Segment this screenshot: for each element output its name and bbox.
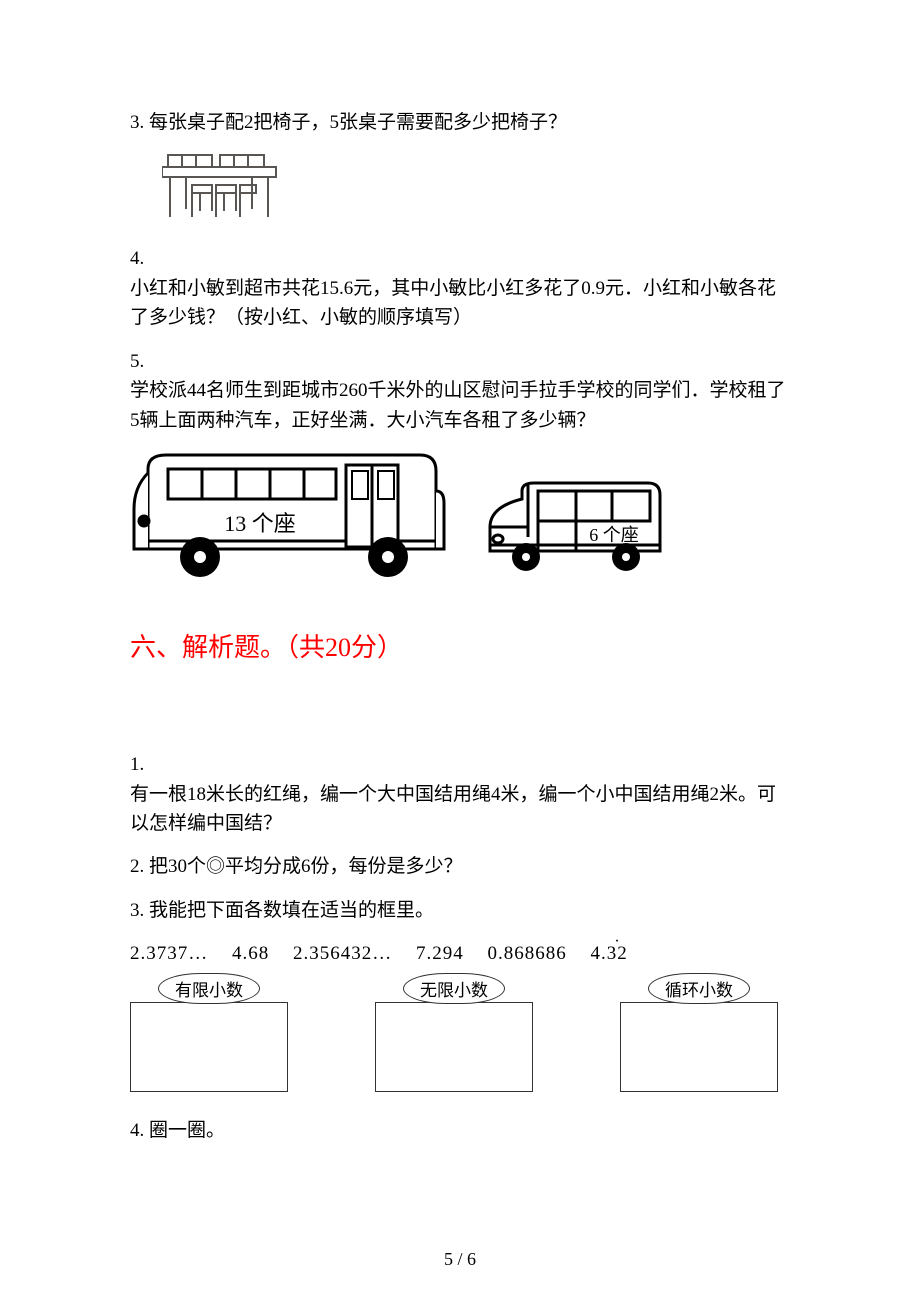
question-4: 4. 小红和小敏到超市共花15.6元，其中小敏比小红多花了0.9元．小红和小敏各… (130, 244, 790, 332)
desk-figure (162, 151, 790, 226)
box-recurring-rect (620, 1002, 778, 1092)
question-3: 3. 每张桌子配2把椅子，5张桌子需要配多少把椅子？ (130, 108, 790, 137)
decimal-6: 4.32 (591, 943, 628, 964)
q5-text: 学校派44名师生到距城市260千米外的山区慰问手拉手学校的同学们．学校租了5辆上… (130, 376, 790, 435)
small-bus-label: 6 个座 (589, 525, 639, 545)
decimal-2: 4.68 (232, 943, 269, 964)
classification-boxes: 有限小数 无限小数 循环小数 (130, 973, 778, 1092)
big-bus-icon: 13 个座 (130, 449, 446, 579)
small-bus-icon: 6 个座 (482, 479, 668, 579)
a1-text: 有一根18米长的红绳，编一个大中国结用绳4米，编一个小中国结用绳2米。可以怎样编… (130, 780, 790, 839)
document-page: 3. 每张桌子配2把椅子，5张桌子需要配多少把椅子？ (0, 0, 920, 1302)
box-recurring: 循环小数 (620, 973, 778, 1092)
section-6-title: 六、解析题。（共20分） (130, 627, 790, 664)
a2-text: 把30个◎平均分成6份，每份是多少？ (149, 856, 463, 877)
q3-text: 每张桌子配2把椅子，5张桌子需要配多少把椅子？ (149, 112, 567, 133)
decimal-3: 2.356432… (293, 943, 392, 964)
q4-number: 4. (130, 244, 790, 273)
analysis-q3: 3. 我能把下面各数填在适当的框里。 (130, 896, 790, 925)
a4-text: 圈一圈。 (149, 1120, 225, 1141)
a4-number: 4. (130, 1120, 149, 1141)
analysis-q4: 4. 圈一圈。 (130, 1116, 790, 1145)
a1-number: 1. (130, 750, 790, 779)
big-bus-label: 13 个座 (224, 511, 296, 536)
decimals-list: 2.3737… 4.68 2.356432… 7.294 0.868686 4.… (130, 943, 790, 965)
analysis-q2: 2. 把30个◎平均分成6份，每份是多少？ (130, 852, 790, 881)
decimal-1: 2.3737… (130, 943, 208, 964)
decimal-5: 0.868686 (488, 943, 567, 964)
box-finite-rect (130, 1002, 288, 1092)
box-infinite-label: 无限小数 (403, 973, 505, 1004)
q5-number: 5. (130, 347, 790, 376)
page-number: 5 / 6 (0, 1249, 920, 1270)
box-infinite-rect (375, 1002, 533, 1092)
a2-number: 2. (130, 856, 149, 877)
bus-figures: 13 个座 (130, 449, 790, 579)
decimal-4: 7.294 (416, 943, 464, 964)
a3-text: 我能把下面各数填在适当的框里。 (149, 900, 434, 921)
box-finite-label: 有限小数 (158, 973, 260, 1004)
box-finite: 有限小数 (130, 973, 288, 1092)
analysis-q1: 1. 有一根18米长的红绳，编一个大中国结用绳4米，编一个小中国结用绳2米。可以… (130, 750, 790, 838)
q3-number: 3. (130, 112, 149, 133)
box-infinite: 无限小数 (375, 973, 533, 1092)
box-recurring-label: 循环小数 (648, 973, 750, 1004)
q4-text: 小红和小敏到超市共花15.6元，其中小敏比小红多花了0.9元．小红和小敏各花了多… (130, 274, 790, 333)
a3-number: 3. (130, 900, 149, 921)
question-5: 5. 学校派44名师生到距城市260千米外的山区慰问手拉手学校的同学们．学校租了… (130, 347, 790, 435)
